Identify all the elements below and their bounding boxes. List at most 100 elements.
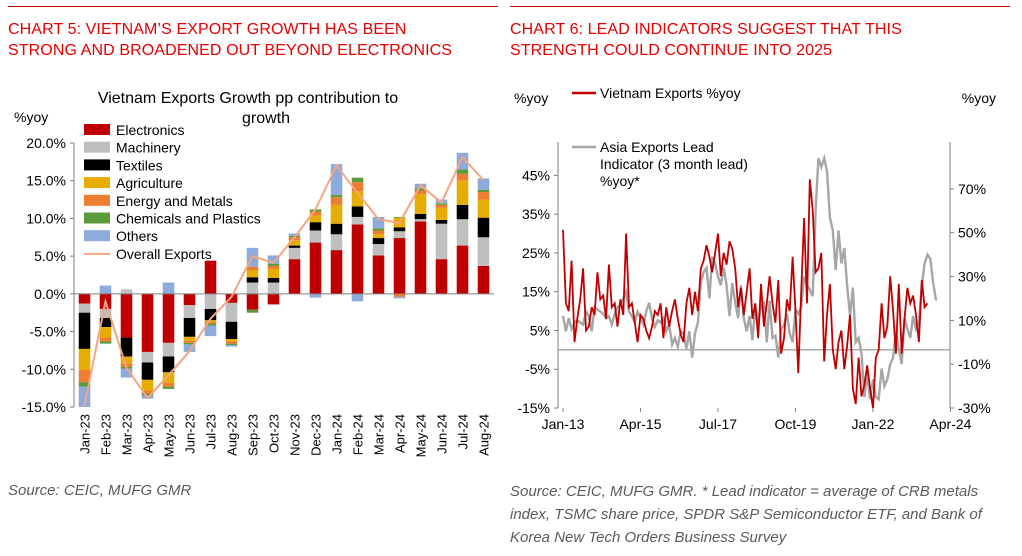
left-x-tick-label: Mar-23 [120,414,135,455]
bar-segment-chemicals-and-plastics [372,228,385,231]
left-x-tick-label: Jan-23 [78,414,93,454]
bar-segment-energy-and-metals [309,211,322,216]
bar-segment-machinery [183,305,196,318]
bar-segment-textiles [246,277,259,283]
bar-segment-textiles [267,278,280,283]
bar-segment-electronics [288,259,301,294]
bar-segment-machinery [414,219,427,222]
bar-segment-agriculture [351,191,364,207]
legend-swatch-textiles [84,159,110,171]
bar-segment-energy-and-metals [78,370,91,383]
bar-segment-textiles [99,317,112,328]
bar-segment-machinery [288,247,301,260]
bar-segment-textiles [183,317,196,337]
right-x-tick-label: Apr-24 [929,416,971,432]
bar-segment-electronics [414,221,427,294]
bar-segment-textiles [120,337,133,357]
legend-label: Others [116,228,158,244]
bar-segment-energy-and-metals [246,266,259,271]
bar-segment-agriculture [267,268,280,279]
left-y-tick-label: -5.0% [29,324,66,340]
bar-segment-others [288,233,301,236]
bar-segment-agriculture [456,180,469,205]
left-x-tick-label: Jul-24 [456,414,471,449]
left-x-tick-label: Jul-23 [204,414,219,449]
bar-segment-chemicals-and-plastics [330,195,343,198]
bar-segment-energy-and-metals [477,192,490,200]
left-y-tick-label: -10.0% [22,361,66,377]
left-heading-rule [8,6,498,7]
overall-exports-line [83,155,485,406]
bar-segment-others [99,285,112,294]
right-heading-rule [510,6,1010,7]
right-right-tick-label: -30% [958,400,991,416]
bar-segment-machinery [162,342,175,357]
bar-segment-electronics [351,224,364,294]
legend-label: Energy and Metals [116,193,233,209]
bar-segment-agriculture [204,320,217,322]
bar-segment-chemicals-and-plastics [267,263,280,266]
right-left-tick-label: 25% [522,245,550,261]
left-x-tick-label: Feb-23 [99,414,114,455]
bar-segment-agriculture [330,204,343,224]
bar-segment-machinery [309,230,322,243]
bar-segment-agriculture [99,327,112,338]
bar-segment-agriculture [246,270,259,278]
legend-label-vietnam-exports: Vietnam Exports %yoy [600,85,741,101]
bar-segment-textiles [435,219,448,224]
bar-segment-electronics [393,238,406,294]
left-x-tick-label: Jun-24 [435,414,450,454]
bar-segment-others [225,345,238,347]
right-x-tick-label: Apr-15 [619,416,661,432]
bar-segment-electronics [225,293,238,303]
bar-segment-energy-and-metals [183,340,196,343]
right-right-tick-label: 30% [958,269,986,285]
bar-segment-agriculture [120,356,133,364]
bar-segment-machinery [393,231,406,239]
bar-segment-textiles [414,213,427,220]
right-x-tick-label: Jul-17 [699,416,737,432]
left-x-tick-label: Sep-23 [246,414,261,456]
left-y-tick-label: 20.0% [26,135,66,151]
right-left-tick-label: -15% [517,400,550,416]
right-right-tick-label: 70% [958,181,986,197]
bar-segment-others [78,386,91,407]
bar-segment-energy-and-metals [225,341,238,344]
left-y-tick-label: -15.0% [22,399,66,415]
bar-segment-chemicals-and-plastics [183,342,196,345]
bar-segment-chemicals-and-plastics [204,324,217,326]
bar-segment-machinery [141,351,154,363]
bar-segment-electronics [120,293,133,338]
bar-segment-textiles [351,206,364,217]
right-left-axis-label: %yoy [514,90,548,106]
bar-segment-chemicals-and-plastics [351,177,364,183]
bar-segment-electronics [204,260,217,294]
right-x-tick-label: Jan-22 [852,416,895,432]
left-chart-heading: CHART 5: VIETNAM’S EXPORT GROWTH HAS BEE… [8,21,453,59]
bar-segment-chemicals-and-plastics [456,169,469,174]
legend-label: Machinery [116,140,181,156]
bar-segment-electronics [330,250,343,294]
bar-segment-energy-and-metals [162,382,175,387]
bar-segment-electronics [141,293,154,352]
bar-segment-machinery [351,216,364,225]
bar-segment-others [183,344,196,352]
legend-label: Agriculture [116,175,183,191]
bar-segment-agriculture [288,240,301,246]
bar-segment-machinery [477,237,490,266]
bar-segment-agriculture [435,207,448,220]
bar-segment-energy-and-metals [372,230,385,235]
bar-segment-energy-and-metals [393,293,406,297]
left-y-tick-label: 5.0% [34,248,66,264]
bar-segment-textiles [78,312,91,349]
left-x-tick-label: Jan-24 [330,414,345,454]
legend-swatch-electronics [84,124,110,135]
bar-segment-chemicals-and-plastics [414,188,427,191]
bar-segment-textiles [477,217,490,238]
bar-segment-chemicals-and-plastics [393,216,406,218]
left-x-tick-label: Oct-23 [267,414,282,453]
left-x-tick-label: Apr-23 [141,414,156,453]
bar-segment-chemicals-and-plastics [225,343,238,346]
left-panel: CHART 5: VIETNAM’S EXPORT GROWTH HAS BEE… [8,0,498,556]
bar-segment-electronics [183,293,196,306]
